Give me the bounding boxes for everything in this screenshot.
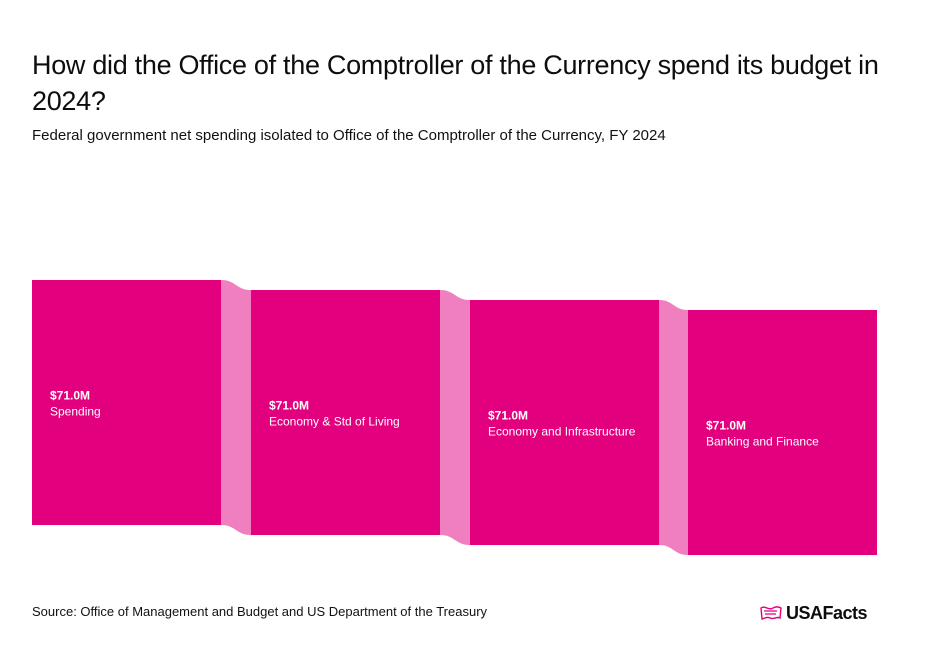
sankey-node-0[interactable] [32,280,221,525]
sankey-node-3[interactable] [688,310,877,555]
sankey-link-0 [221,280,251,535]
sankey-node-2[interactable] [470,300,659,545]
sankey-link-2 [659,300,688,555]
source-note: Source: Office of Management and Budget … [32,604,488,619]
node-name-label-2: Economy and Infrastructure [488,425,636,439]
node-value-label-0: $71.0M [50,389,90,403]
node-value-label-3: $71.0M [706,419,746,433]
node-name-label-1: Economy & Std of Living [269,415,400,429]
us-flag-icon [760,606,782,620]
node-name-label-3: Banking and Finance [706,435,819,449]
sankey-node-1[interactable] [251,290,440,535]
chart-subtitle: Federal government net spending isolated… [32,127,666,144]
sankey-link-1 [440,290,470,545]
node-name-label-0: Spending [50,405,101,419]
node-value-label-1: $71.0M [269,399,309,413]
chart-title: How did the Office of the Comptroller of… [32,50,879,116]
usafacts-logo: USAFacts [760,602,868,624]
node-value-label-2: $71.0M [488,409,528,423]
logo-text: USAFacts [786,602,868,623]
